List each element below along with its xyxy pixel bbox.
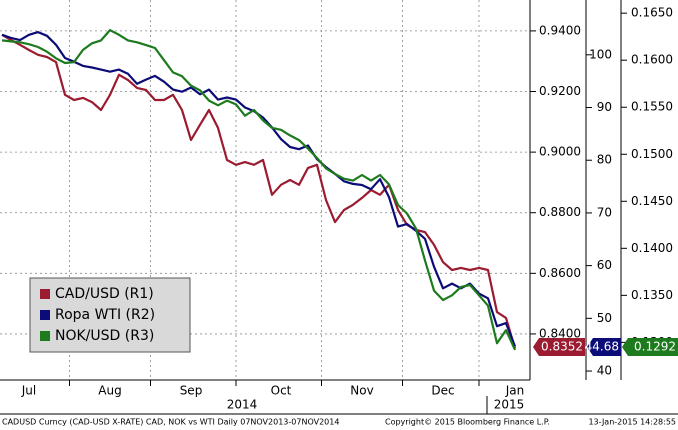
- y-tick-label: 0.9000: [539, 145, 581, 159]
- y2-tick-label: 80: [597, 153, 612, 167]
- legend-box: [29, 277, 191, 353]
- series-line: [1, 29, 517, 351]
- footer-text: Copyright© 2015 Bloomberg Finance L.P.: [385, 418, 550, 427]
- y2-tick-label: 100: [589, 47, 612, 61]
- y-tick-label: 0.9400: [539, 23, 581, 37]
- y2-tick-label: 90: [597, 100, 612, 114]
- footer-text: CADUSD Curncy (CAD-USD X-RATE) CAD, NOK …: [2, 418, 339, 427]
- series-line: [1, 33, 517, 349]
- y-tick-label: 0.8600: [539, 266, 581, 280]
- legend-swatch: [40, 289, 50, 299]
- y2-tick-label: 60: [597, 258, 612, 272]
- x-tick-label: Nov: [350, 384, 373, 398]
- value-tag-label: 0.1292: [634, 340, 676, 354]
- y3-tick-label: 0.1550: [631, 100, 673, 114]
- value-tag-label: 0.8352: [541, 340, 583, 354]
- y3-tick-label: 0.1500: [631, 147, 673, 161]
- y2-tick-label: 50: [597, 311, 612, 325]
- value-tag: [533, 338, 585, 356]
- y3-tick-label: 0.1600: [631, 53, 673, 67]
- legend-label: CAD/USD (R1): [55, 286, 154, 302]
- footer-text: 13-Jan-2015 14:28:55: [588, 418, 676, 427]
- x-tick-label: Aug: [98, 384, 121, 398]
- legend-swatch: [40, 331, 50, 341]
- x-tick-label: Jul: [21, 384, 36, 398]
- x-tick-label: Dec: [431, 384, 454, 398]
- x-tick-label: Jan: [505, 384, 525, 398]
- y3-tick-label: 0.1450: [631, 194, 673, 208]
- legend-label: Ropa WTI (R2): [55, 307, 155, 323]
- value-tag: [622, 338, 678, 356]
- value-tag-label: 44.68: [585, 340, 619, 354]
- year-label: 2015: [494, 398, 525, 412]
- y3-tick-label: 0.1400: [631, 241, 673, 255]
- x-tick-label: Sep: [180, 384, 203, 398]
- y-tick-label: 0.9200: [539, 84, 581, 98]
- y-tick-label: 0.8400: [539, 326, 581, 340]
- year-label: 2014: [227, 398, 258, 412]
- y3-tick-label: 0.1650: [631, 6, 673, 20]
- y3-tick-label: 0.1350: [631, 288, 673, 302]
- y2-tick-label: 40: [597, 364, 612, 378]
- y-tick-label: 0.8800: [539, 205, 581, 219]
- y2-tick-label: 70: [597, 205, 612, 219]
- legend-label: NOK/USD (R3): [55, 328, 154, 344]
- x-tick-label: Oct: [271, 384, 292, 398]
- legend-swatch: [40, 310, 50, 320]
- value-tag: [587, 338, 621, 356]
